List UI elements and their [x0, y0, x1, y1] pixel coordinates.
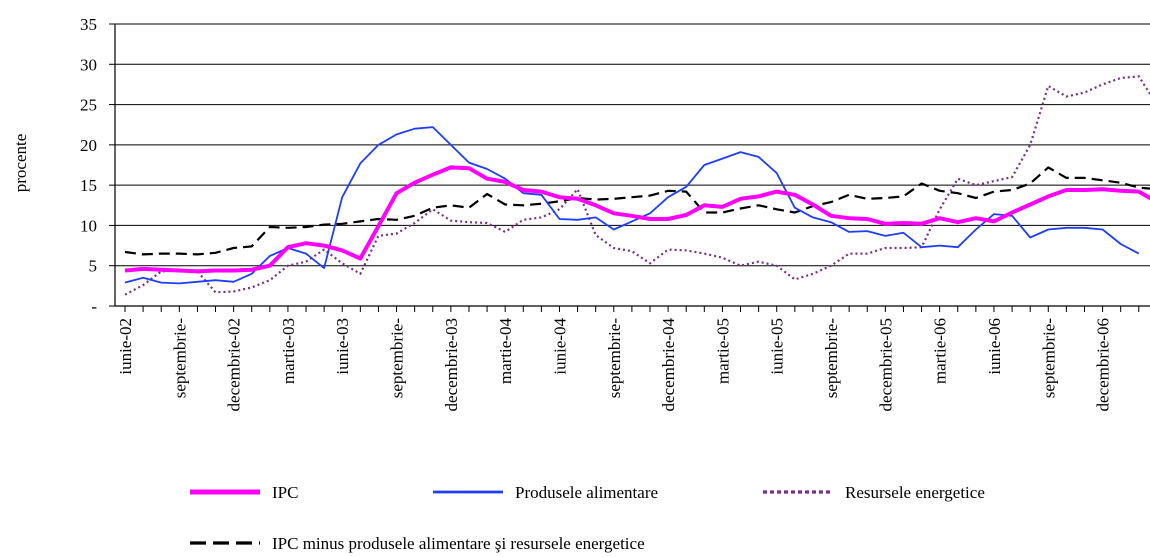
series-line: [124, 75, 1150, 296]
x-tick-label: decembrie-05: [876, 318, 895, 411]
series-line: [124, 165, 1150, 274]
y-tick-label: 30: [80, 55, 97, 74]
x-tick-label: martie-05: [713, 318, 732, 384]
y-tick-label: 25: [80, 96, 97, 115]
x-tick-label: decembrie-02: [225, 318, 244, 411]
x-tick-label: iunie-02: [116, 318, 135, 375]
y-tick-label: 15: [80, 176, 97, 195]
y-tick-label: -: [91, 297, 97, 316]
legend-label: Resursele energetice: [845, 483, 985, 502]
x-tick-label: decembrie-04: [659, 318, 678, 412]
legend: IPC Produsele alimentare Resursele energet…: [190, 483, 985, 553]
legend-label: IPC: [272, 483, 298, 502]
x-tick-label: martie-03: [279, 318, 298, 384]
x-tick-labels: iunie-02 septembrie-decembrie-02 martie-03…: [116, 318, 1113, 412]
series-line: [124, 166, 1150, 256]
gridlines: [115, 23, 1150, 267]
y-tick-label: 35: [80, 15, 97, 34]
x-tick-label: iunie-06: [985, 318, 1004, 375]
x-tick-label: decembrie-06: [1094, 318, 1113, 411]
x-tick-label: septembrie-: [170, 318, 189, 399]
axes: [109, 23, 1150, 312]
x-tick-label: septembrie-: [1039, 318, 1058, 399]
x-tick-label: iunie-03: [333, 318, 352, 375]
x-tick-label: iunie-05: [768, 318, 787, 375]
y-tick-label: 10: [80, 216, 97, 235]
series-lines: [124, 75, 1150, 296]
y-axis-label: procente: [11, 134, 30, 193]
y-tick-labels: - 5 10 15 20 25 30 35: [80, 15, 97, 316]
x-tick-label: septembrie-: [388, 318, 407, 399]
x-tick-label: iunie-04: [550, 318, 569, 375]
legend-label: IPC minus produsele alimentare şi resurs…: [272, 534, 645, 553]
x-tick-label: septembrie-: [822, 318, 841, 399]
x-tick-label: martie-04: [496, 318, 515, 385]
y-tick-label: 5: [89, 257, 98, 276]
series-line: [124, 126, 1140, 285]
y-tick-label: 20: [80, 136, 97, 155]
x-tick-label: septembrie-: [605, 318, 624, 399]
legend-label: Produsele alimentare: [515, 483, 658, 502]
x-tick-label: martie-06: [931, 318, 950, 384]
x-tick-label: decembrie-03: [442, 318, 461, 411]
